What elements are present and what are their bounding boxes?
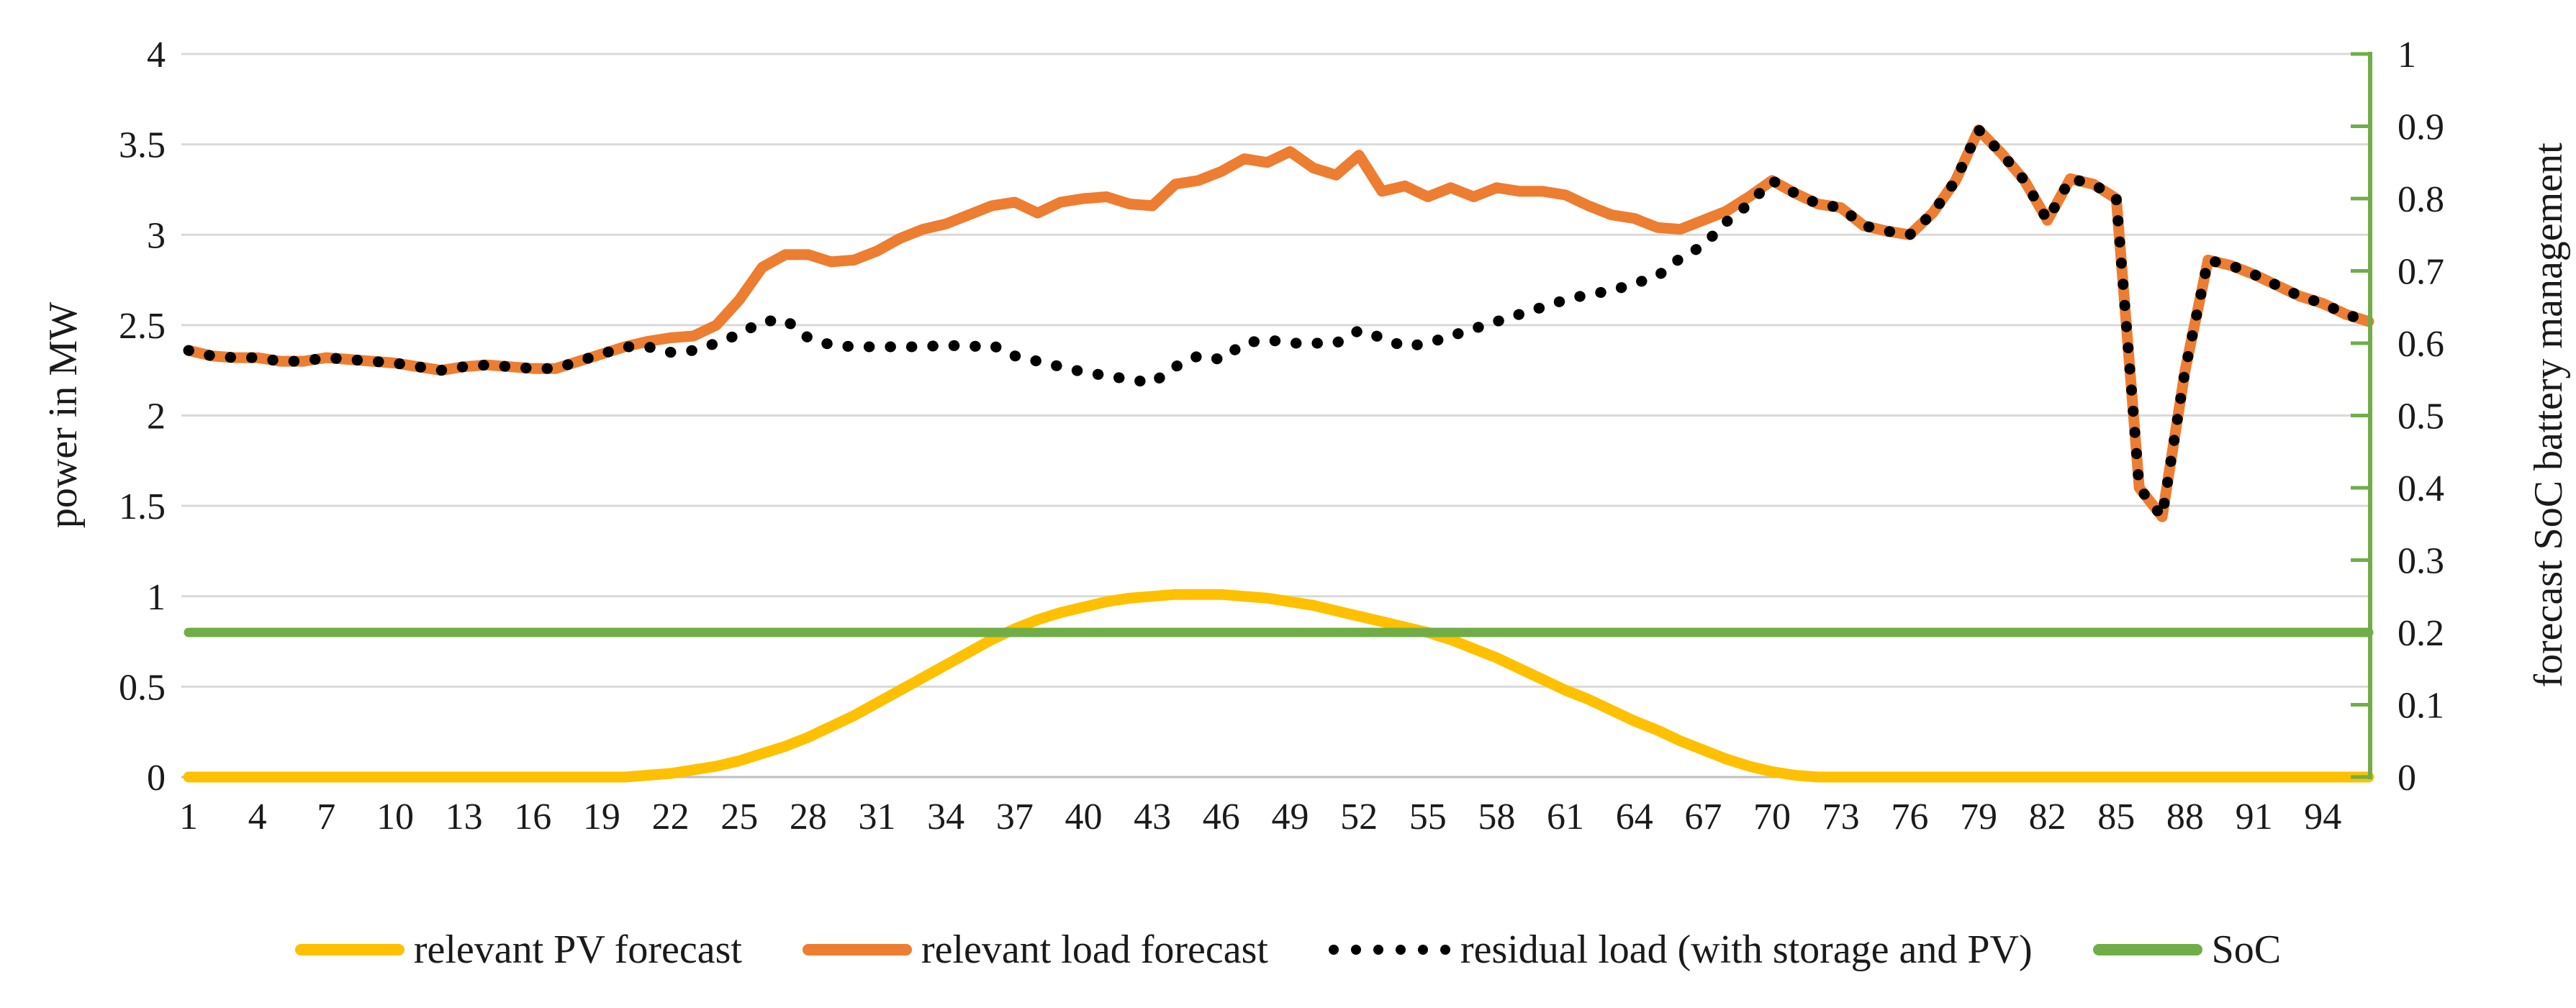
right-axis-tick-label: 0.7 (2398, 252, 2444, 293)
x-axis-tick-label: 88 (2166, 796, 2204, 837)
legend-label: SoC (2211, 927, 2282, 972)
left-axis-tick-label: 2.5 (119, 306, 166, 347)
legend-dot (1350, 945, 1361, 955)
series-relevant-load-forecast (183, 124, 2374, 522)
x-axis-tick-label: 37 (996, 796, 1034, 837)
right-axis-tick-label: 1 (2398, 35, 2416, 76)
x-axis-tick-label: 67 (1684, 796, 1722, 837)
x-axis-tick-label: 76 (1891, 796, 1928, 837)
x-axis-tick-label: 7 (317, 796, 335, 837)
left-axis-tick-label: 0 (147, 758, 166, 799)
legend-dot (1373, 945, 1383, 955)
right-axis-tick-label: 0 (2398, 758, 2416, 799)
legend-line-icon (802, 944, 912, 955)
right-axis-tick-label: 0.2 (2398, 613, 2444, 654)
left-axis-tick-label: 1.5 (119, 486, 166, 527)
x-axis-tick-label: 31 (859, 796, 896, 837)
x-axis-tick-label: 1 (179, 796, 198, 837)
x-axis-tick-label: 64 (1616, 796, 1653, 837)
x-axis-tick-label: 28 (790, 796, 827, 837)
left-axis-tick-label: 3 (147, 215, 166, 256)
left-axis-tick-label: 3.5 (119, 125, 166, 166)
right-axis-tick-label: 0.8 (2398, 179, 2444, 220)
legend-dot (1440, 945, 1450, 955)
x-axis-tick-label: 85 (2097, 796, 2135, 837)
x-axis-tick-label: 91 (2236, 796, 2273, 837)
left-axis-tick-label: 1 (147, 577, 166, 618)
x-axis-tick-label: 61 (1547, 796, 1584, 837)
left-axis-tick-label: 2 (147, 396, 166, 437)
x-axis-tick-label: 40 (1065, 796, 1102, 837)
legend-label: relevant PV forecast (413, 927, 742, 972)
x-axis-tick-label: 55 (1409, 796, 1447, 837)
left-axis-tick-label: 0.5 (119, 667, 166, 708)
legend-label: relevant load forecast (921, 927, 1268, 972)
right-axis-tick-label: 0.5 (2398, 396, 2444, 437)
x-axis-tick-label: 4 (248, 796, 267, 837)
legend-line-icon (294, 944, 405, 955)
right-axis-tick-label: 0.9 (2398, 107, 2444, 148)
left-axis-title: power in MW (41, 301, 86, 529)
x-axis-tick-label: 10 (376, 796, 414, 837)
x-axis-tick-label: 82 (2029, 796, 2066, 837)
x-axis-tick-label: 25 (720, 796, 758, 837)
legend-dot (1328, 945, 1339, 955)
x-axis-tick-label: 22 (652, 796, 690, 837)
legend-label: residual load (with storage and PV) (1460, 927, 2033, 972)
series-residual-load-with-storage-and-pv- (183, 124, 2374, 522)
x-axis-tick-label: 16 (514, 796, 551, 837)
x-axis-tick-label: 73 (1822, 796, 1860, 837)
legend-line-icon (2092, 944, 2202, 955)
x-axis-tick-label: 70 (1753, 796, 1791, 837)
legend: relevant PV forecast relevant load foreca… (0, 927, 2576, 973)
legend-item: SoC (2092, 927, 2282, 973)
x-axis-tick-label: 46 (1203, 796, 1240, 837)
legend-dot (1417, 945, 1428, 955)
x-axis-tick-label: 49 (1271, 796, 1309, 837)
right-axis-tick-label: 0.3 (2398, 541, 2444, 582)
right-axis-title: forecast SoC battery management (2526, 142, 2571, 688)
x-axis-tick-label: 19 (583, 796, 620, 837)
x-axis-tick-label: 43 (1134, 796, 1171, 837)
x-axis-tick-label: 79 (1960, 796, 1997, 837)
series-relevant-pv-forecast (183, 589, 2374, 783)
x-axis-tick-label: 58 (1478, 796, 1515, 837)
legend-dot (1395, 945, 1406, 955)
x-axis-tick-label: 13 (446, 796, 483, 837)
x-axis-tick-label: 34 (927, 796, 964, 837)
legend-dotted-line-icon (1328, 945, 1450, 955)
right-axis-tick-label: 0.6 (2398, 324, 2444, 365)
legend-item: relevant load forecast (802, 927, 1268, 973)
right-axis-tick-label: 0.4 (2398, 468, 2444, 509)
legend-item: relevant PV forecast (294, 927, 742, 973)
right-axis-tick-label: 0.1 (2398, 686, 2444, 727)
x-axis-tick-label: 94 (2304, 796, 2341, 837)
legend-item: residual load (with storage and PV) (1328, 927, 2033, 973)
x-axis-tick-label: 52 (1340, 796, 1378, 837)
left-axis-tick-label: 4 (147, 35, 166, 76)
